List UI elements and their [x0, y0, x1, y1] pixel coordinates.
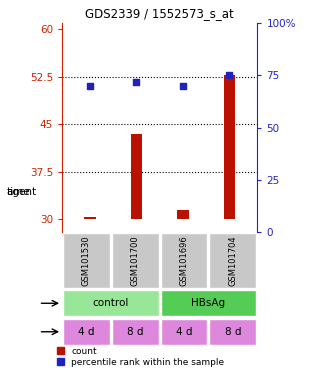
Text: 4 d: 4 d [176, 327, 192, 337]
Text: 8 d: 8 d [127, 327, 144, 337]
Bar [84, 217, 96, 219]
Bar [177, 210, 189, 219]
Bar [131, 134, 142, 219]
Legend: count, percentile rank within the sample: count, percentile rank within the sample [57, 347, 224, 366]
Text: HBsAg: HBsAg [191, 298, 226, 308]
Text: 8 d: 8 d [225, 327, 241, 337]
Bar [63, 290, 159, 316]
Bar [63, 233, 110, 288]
Bar [161, 319, 207, 344]
Text: 4 d: 4 d [78, 327, 95, 337]
Bar [224, 75, 235, 219]
Title: GDS2339 / 1552573_s_at: GDS2339 / 1552573_s_at [85, 7, 234, 20]
Text: time: time [6, 187, 30, 197]
Text: GSM101704: GSM101704 [228, 235, 237, 286]
Text: control: control [93, 298, 129, 308]
Point [87, 83, 92, 89]
Bar [112, 319, 159, 344]
Point [227, 72, 232, 78]
Point [134, 78, 139, 84]
Bar [112, 233, 159, 288]
Bar [210, 319, 256, 344]
Point [180, 83, 185, 89]
Bar [210, 233, 256, 288]
Text: GSM101530: GSM101530 [82, 235, 91, 286]
Text: GSM101696: GSM101696 [179, 235, 188, 286]
Bar [161, 233, 207, 288]
Text: agent: agent [6, 187, 36, 197]
Text: GSM101700: GSM101700 [131, 235, 140, 286]
Bar [63, 319, 110, 344]
Bar [161, 290, 256, 316]
